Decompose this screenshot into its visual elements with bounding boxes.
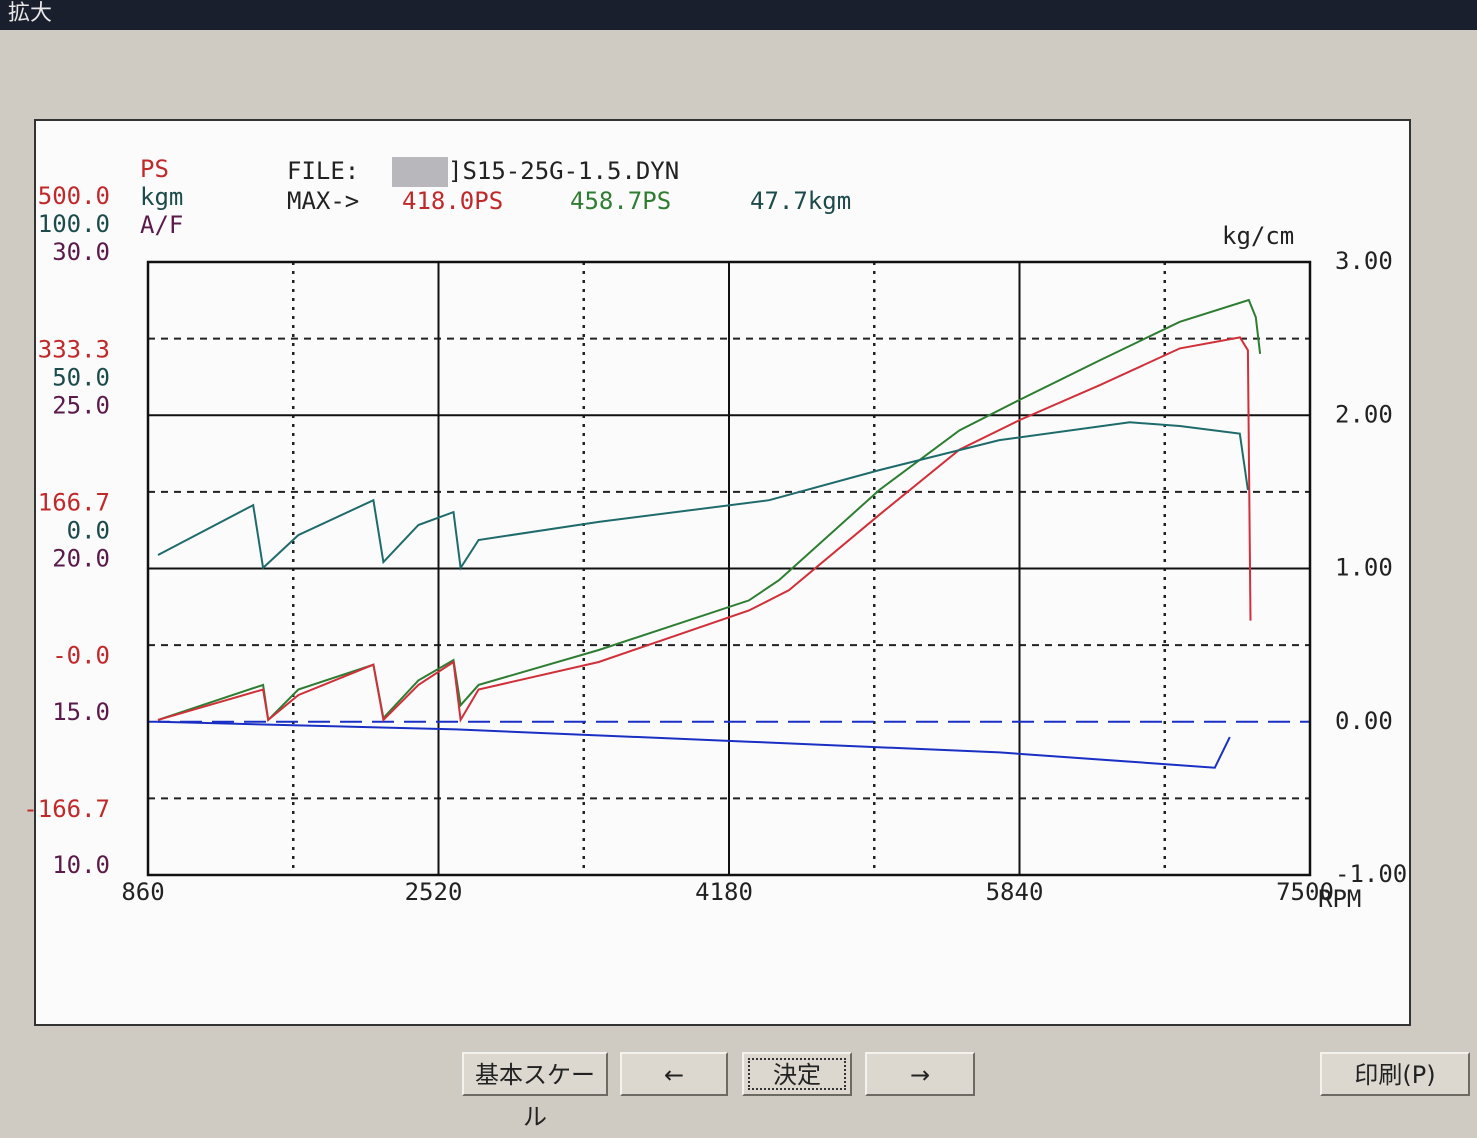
data-line xyxy=(157,421,1249,571)
redacted-box xyxy=(392,157,448,187)
data-line xyxy=(157,720,1231,769)
y-tick-label: 50.0 xyxy=(52,363,110,391)
max-value: 418.0PS xyxy=(402,187,503,215)
data-line xyxy=(157,298,1262,723)
axis-name: PS xyxy=(140,155,169,183)
plot-frame xyxy=(146,260,1312,877)
y2-tick-label: 1.00 xyxy=(1335,554,1393,582)
y-tick-label: 30.0 xyxy=(52,238,110,266)
y-tick-label: 333.3 xyxy=(38,335,110,363)
y-tick-label: 166.7 xyxy=(38,488,110,516)
y-tick-label: 15.0 xyxy=(52,698,110,726)
axis-name: A/F xyxy=(140,211,183,239)
y-tick-label: -166.7 xyxy=(23,795,110,823)
y-tick-label: 0.0 xyxy=(67,517,110,545)
x-tick-label: 5840 xyxy=(986,878,1044,906)
y-tick-label: 100.0 xyxy=(38,210,110,238)
button-prev[interactable]: ← xyxy=(620,1052,728,1096)
y2-tick-label: 3.00 xyxy=(1335,247,1393,275)
max-value: 47.7kgm xyxy=(750,187,851,215)
y2-tick-label: 0.00 xyxy=(1335,707,1393,735)
y-tick-label: 25.0 xyxy=(52,391,110,419)
y-tick-label: 500.0 xyxy=(38,182,110,210)
y2-tick-label: -1.00 xyxy=(1335,860,1407,888)
axis-name: kgm xyxy=(140,183,183,211)
button-print[interactable]: 印刷(P) xyxy=(1320,1052,1470,1096)
button-default-scale[interactable]: 基本スケール xyxy=(462,1052,608,1131)
max-label: MAX-> xyxy=(287,187,359,215)
x-tick-label: 860 xyxy=(121,878,164,906)
file-name: ]S15-25G-1.5.DYN xyxy=(448,157,679,185)
y2-tick-label: 2.00 xyxy=(1335,400,1393,428)
axis-name: kg/cm xyxy=(1222,222,1294,250)
file-label: FILE: xyxy=(287,157,359,185)
chart: FILE: ]S15-25G-1.5.DYN MAX-> RPM 418.0PS… xyxy=(23,119,1411,1026)
window-title: 拡大 xyxy=(0,0,1477,30)
x-tick-label: 4180 xyxy=(695,878,753,906)
button-next[interactable]: → xyxy=(865,1052,975,1096)
x-tick-label: 7500 xyxy=(1276,878,1334,906)
y-tick-label: -0.0 xyxy=(52,642,110,670)
y-tick-label: 20.0 xyxy=(52,545,110,573)
button-ok[interactable]: 決定 xyxy=(742,1052,852,1096)
x-axis-label: RPM xyxy=(1318,885,1361,913)
x-tick-label: 2520 xyxy=(405,878,463,906)
data-line xyxy=(157,336,1252,723)
y-tick-label: 10.0 xyxy=(52,851,110,879)
max-value: 458.7PS xyxy=(570,187,671,215)
